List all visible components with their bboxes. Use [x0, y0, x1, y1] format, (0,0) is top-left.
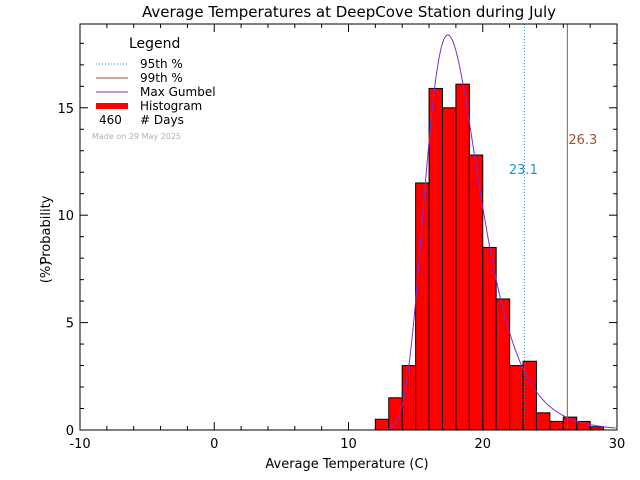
percentile-label-95th: 23.1	[509, 163, 538, 178]
histogram-bar-20	[482, 246, 497, 431]
y-tick-label-5: 5	[66, 317, 74, 332]
x-tick-label-20: 20	[474, 437, 491, 452]
y-axis-label: Probability	[39, 195, 54, 264]
histogram-bar-22	[509, 365, 524, 431]
x-axis-label: Average Temperature (C)	[265, 457, 428, 472]
histogram-bar-23	[522, 360, 537, 431]
histogram-bar-24	[535, 412, 551, 431]
percentile-label-99th: 26.3	[568, 133, 597, 148]
legend: Legend 95th % 99th % Max Gumbel Histogra…	[92, 36, 216, 141]
x-tick-label-0: 0	[210, 437, 218, 452]
made-on-stamp: Made on 29 May 2025	[92, 132, 181, 141]
x-tick-label-10: 10	[340, 437, 357, 452]
legend-label-95th: 95th %	[140, 57, 183, 71]
legend-title: Legend	[129, 36, 180, 52]
legend-days-count: 460	[99, 113, 122, 127]
histogram-bar-21	[495, 298, 511, 431]
x-tick-label--10: -10	[69, 437, 90, 452]
chart-title: Average Temperatures at DeepCove Station…	[142, 3, 556, 21]
gumbel-curve	[383, 34, 616, 431]
histogram-bar-12	[374, 418, 390, 431]
legend-label-99th: 99th %	[140, 71, 183, 85]
y-axis-unit: (%)	[39, 261, 54, 284]
y-tick-label-10: 10	[57, 209, 74, 224]
histogram-bar-16	[428, 87, 443, 431]
legend-label-gumbel: Max Gumbel	[140, 85, 216, 99]
histogram-bar-18	[455, 83, 470, 431]
histogram-bar-25	[549, 420, 564, 431]
x-tick-label-30: 30	[609, 437, 626, 452]
legend-days-label: # Days	[140, 113, 184, 127]
y-tick-label-0: 0	[66, 424, 74, 439]
legend-label-histogram: Histogram	[140, 99, 202, 113]
histogram-bar-17	[441, 107, 457, 431]
y-tick-label-15: 15	[57, 102, 74, 117]
